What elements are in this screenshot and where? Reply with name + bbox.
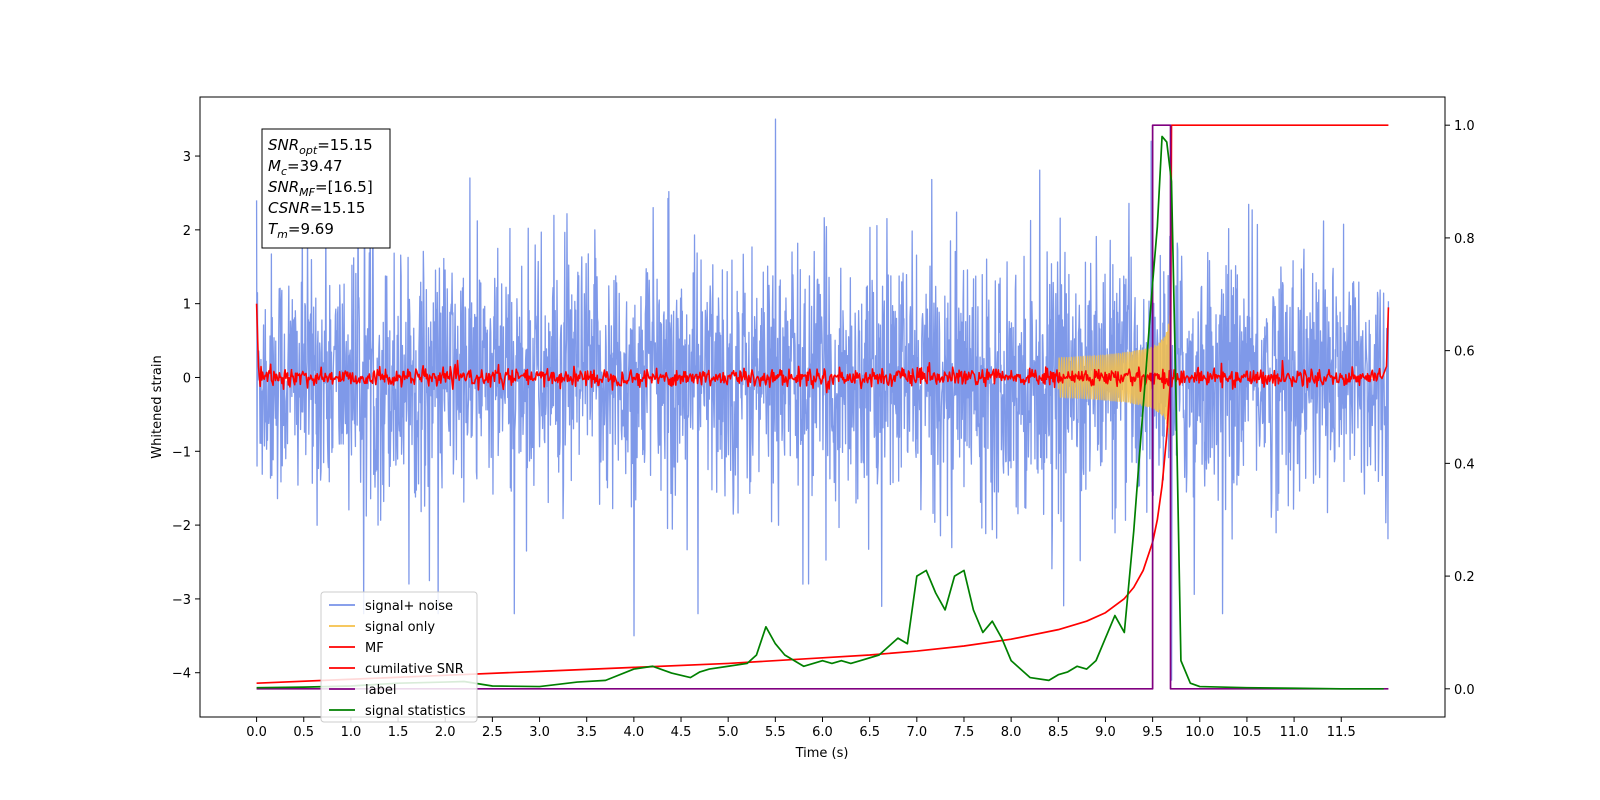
x-tick-label: 0.0 bbox=[246, 725, 267, 740]
annotation-tm: Tm=9.69 bbox=[268, 220, 334, 241]
x-tick-label: 4.0 bbox=[624, 725, 645, 740]
legend: signal+ noise signal only MF cumilative SNR… bbox=[320, 591, 478, 723]
x-tick-label: 7.0 bbox=[906, 725, 927, 740]
y-axis-left: 3 2 1 0 −1 −2 −3 −4 bbox=[172, 150, 200, 682]
x-tick-label: 6.5 bbox=[859, 725, 880, 740]
x-tick-label: 8.0 bbox=[1001, 725, 1022, 740]
y-tick-label-right: 0.6 bbox=[1454, 345, 1475, 360]
x-axis-label: Time (s) bbox=[795, 746, 849, 761]
legend-label: signal+ noise bbox=[365, 599, 453, 614]
legend-label: signal statistics bbox=[365, 704, 466, 719]
y-tick-label-right: 0.4 bbox=[1454, 457, 1475, 472]
legend-item-cumulative-snr: cumilative SNR bbox=[329, 662, 464, 677]
y-tick-label-left: −1 bbox=[172, 445, 191, 460]
legend-item-signal-only: signal only bbox=[329, 620, 435, 635]
x-tick-label: 1.5 bbox=[388, 725, 409, 740]
legend-label: label bbox=[365, 683, 396, 698]
x-tick-label: 6.0 bbox=[812, 725, 833, 740]
x-tick-label: 2.5 bbox=[482, 725, 503, 740]
x-tick-label: 1.0 bbox=[341, 725, 362, 740]
x-tick-label: 9.0 bbox=[1095, 725, 1116, 740]
y-tick-label-left: 1 bbox=[183, 298, 191, 313]
y-tick-label-left: 2 bbox=[183, 224, 191, 239]
series-signal-statistics bbox=[256, 135, 1384, 690]
legend-label: MF bbox=[365, 641, 384, 656]
legend-label: cumilative SNR bbox=[365, 662, 464, 677]
annotation-csnr: CSNR=15.15 bbox=[268, 199, 365, 217]
y-tick-label-left: −4 bbox=[172, 667, 191, 682]
x-tick-label: 5.5 bbox=[765, 725, 786, 740]
legend-item-mf: MF bbox=[329, 641, 384, 656]
y-tick-label-right: 0.8 bbox=[1454, 232, 1475, 247]
series-mf bbox=[255, 303, 1390, 394]
series-label bbox=[256, 124, 1389, 690]
legend-label: signal only bbox=[365, 620, 435, 635]
y-tick-label-left: −2 bbox=[172, 519, 191, 534]
legend-item-label: label bbox=[329, 683, 396, 698]
y-tick-label-left: 0 bbox=[183, 371, 191, 386]
x-tick-label: 8.5 bbox=[1048, 725, 1069, 740]
y-tick-label-left: −3 bbox=[172, 593, 191, 608]
y-tick-label-left: 3 bbox=[183, 150, 191, 165]
x-tick-label: 3.0 bbox=[529, 725, 550, 740]
annotation-mc: Mc=39.47 bbox=[268, 157, 343, 178]
x-tick-label: 11.5 bbox=[1327, 725, 1356, 740]
y-tick-label-right: 0.0 bbox=[1454, 683, 1475, 698]
x-tick-label: 3.5 bbox=[576, 725, 597, 740]
x-tick-label: 0.5 bbox=[293, 725, 314, 740]
legend-item-signal-statistics: signal statistics bbox=[329, 704, 466, 719]
series-layer bbox=[255, 118, 1390, 690]
x-tick-label: 9.5 bbox=[1142, 725, 1163, 740]
x-axis: 0.0 0.5 1.0 1.5 2.0 2.5 3.0 3.5 4.0 4.5 5.0 5.5 6.0 6… bbox=[246, 717, 1356, 740]
x-tick-label: 10.5 bbox=[1232, 725, 1261, 740]
legend-item-signal-noise: signal+ noise bbox=[329, 599, 453, 614]
annotation-snr-mf: SNRMF=[16.5] bbox=[268, 178, 373, 199]
y-tick-label-right: 0.2 bbox=[1454, 570, 1475, 585]
series-signal-noise bbox=[255, 118, 1390, 681]
y-axis-label: Whitened strain bbox=[150, 355, 165, 458]
x-tick-label: 2.0 bbox=[435, 725, 456, 740]
x-tick-label: 10.0 bbox=[1185, 725, 1214, 740]
y-tick-label-right: 1.0 bbox=[1454, 119, 1475, 134]
x-tick-label: 4.5 bbox=[671, 725, 692, 740]
annotation-box: SNRopt=15.15 Mc=39.47 SNRMF=[16.5] CSNR=… bbox=[261, 128, 391, 249]
series-cumulative-snr bbox=[256, 124, 1389, 685]
y-axis-right: 1.0 0.8 0.6 0.4 0.2 0.0 bbox=[1445, 119, 1475, 698]
x-tick-label: 11.0 bbox=[1280, 725, 1309, 740]
x-tick-label: 5.0 bbox=[718, 725, 739, 740]
annotation-snr-opt: SNRopt=15.15 bbox=[268, 136, 373, 157]
x-tick-label: 7.5 bbox=[954, 725, 975, 740]
